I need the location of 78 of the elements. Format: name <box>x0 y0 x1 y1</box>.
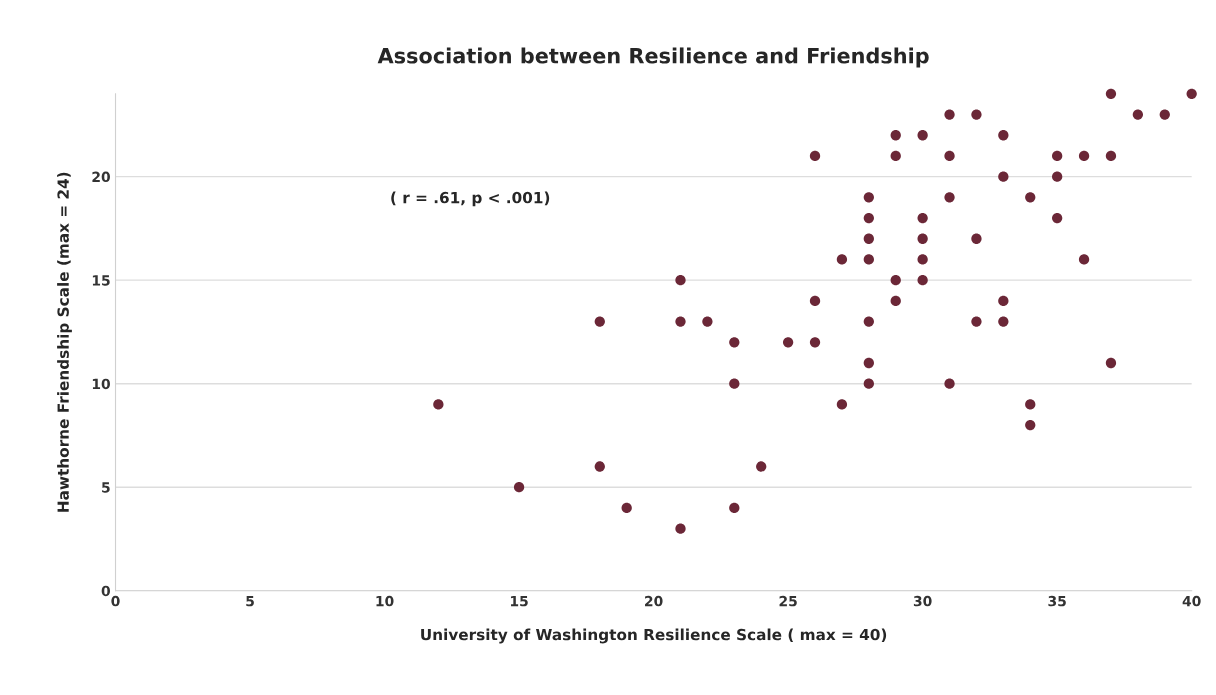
point <box>513 482 525 493</box>
y-tick-label: 5 <box>102 482 110 493</box>
point <box>1025 192 1036 203</box>
point <box>863 192 874 203</box>
point <box>729 502 740 514</box>
point <box>1025 399 1036 410</box>
point <box>621 502 632 514</box>
point <box>944 109 955 120</box>
point <box>1159 109 1170 120</box>
x-tick-label: 20 <box>645 595 663 607</box>
point <box>917 254 928 265</box>
point <box>944 378 955 389</box>
point <box>890 295 901 307</box>
point <box>675 523 686 534</box>
x-tick-label: 25 <box>779 595 797 607</box>
point <box>890 150 901 162</box>
point <box>1052 212 1063 224</box>
point <box>863 316 874 327</box>
y-tick-label: 0 <box>101 585 110 597</box>
point <box>863 378 874 389</box>
point <box>1052 171 1063 182</box>
point <box>971 233 982 244</box>
point <box>944 192 955 203</box>
x-axis-title: University of Washington Resilience Scale ( max = 40) <box>421 628 887 644</box>
point <box>890 130 901 141</box>
point <box>594 461 605 472</box>
point <box>1025 419 1036 431</box>
point <box>1105 88 1117 99</box>
point <box>863 254 874 265</box>
point <box>917 233 928 244</box>
x-tick-label: 40 <box>1182 595 1201 607</box>
point <box>756 461 767 472</box>
point <box>729 378 740 389</box>
point <box>836 254 848 265</box>
y-tick-label: 20 <box>92 171 110 183</box>
annotation: ( r = .61, p < .001) <box>391 191 550 207</box>
point <box>1132 109 1144 120</box>
point <box>836 399 848 410</box>
point <box>782 337 794 348</box>
point <box>863 233 874 244</box>
x-tick-label: 15 <box>510 596 528 607</box>
point <box>1105 357 1117 369</box>
point <box>890 275 901 286</box>
x-tick-label: 5 <box>246 596 254 607</box>
point <box>675 316 686 327</box>
point <box>1078 254 1090 265</box>
point <box>998 171 1009 182</box>
y-axis-title: Hawthorne Friendship Scale (max = 24) <box>57 172 72 512</box>
point <box>1052 150 1063 162</box>
point <box>998 295 1009 307</box>
point <box>917 130 928 141</box>
y-tick-label: 10 <box>92 378 110 390</box>
point <box>1078 150 1090 162</box>
point <box>729 337 740 348</box>
point <box>675 275 686 286</box>
point <box>809 337 821 348</box>
point <box>917 275 928 286</box>
point <box>917 212 928 224</box>
point <box>1186 88 1197 99</box>
point <box>971 316 982 327</box>
point <box>809 150 821 162</box>
x-tick-label: 30 <box>913 595 932 607</box>
point <box>809 295 821 307</box>
chart-title: Association between Resilience and Friendship <box>377 47 929 68</box>
point <box>944 150 955 162</box>
point <box>863 212 874 224</box>
point <box>433 399 444 410</box>
x-tick-label: 0 <box>111 595 120 607</box>
point <box>702 316 713 327</box>
point <box>998 316 1009 327</box>
point <box>863 357 874 369</box>
x-tick-label: 35 <box>1048 595 1066 607</box>
y-tick-label: 15 <box>92 275 110 286</box>
point <box>1105 150 1117 162</box>
point <box>594 316 605 327</box>
point <box>998 130 1009 141</box>
x-tick-label: 10 <box>376 595 394 607</box>
point <box>971 109 982 120</box>
